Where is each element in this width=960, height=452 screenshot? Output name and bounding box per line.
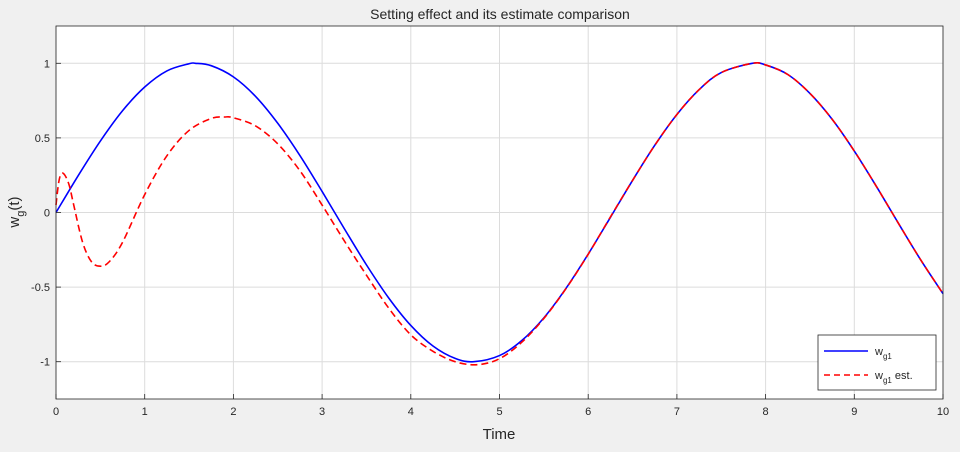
legend-label-1: wg1 est.	[874, 370, 913, 385]
x-tick-label: 8	[763, 406, 769, 418]
y-axis-label: wg(t)	[6, 196, 27, 228]
x-axis-label: Time	[483, 426, 516, 443]
y-tick-label: -0.5	[31, 282, 50, 294]
x-tick-label: 4	[408, 406, 414, 418]
legend: wg1 wg1 est.	[817, 334, 937, 391]
y-axis-label-subscript: g	[15, 211, 27, 217]
x-tick-label: 2	[230, 406, 236, 418]
x-tick-label: 0	[53, 406, 59, 418]
chart-title: Setting effect and its estimate comparis…	[370, 6, 630, 22]
y-axis-label-tail: (t)	[6, 196, 23, 210]
legend-label-1-subscript: g1	[883, 376, 892, 385]
series-group	[55, 61, 944, 366]
y-tick-label: 0.5	[35, 133, 50, 145]
x-tick-label: 6	[585, 406, 591, 418]
x-tick-label: 1	[142, 406, 148, 418]
x-tick-label: 9	[851, 406, 857, 418]
y-tick-label: -1	[40, 357, 50, 369]
x-tick-label: 5	[496, 406, 502, 418]
x-tick-label: 10	[937, 406, 949, 418]
series-line-1	[55, 61, 944, 366]
x-tick-label: 7	[674, 406, 680, 418]
legend-label-0-main: w	[874, 346, 883, 358]
x-tick-label: 3	[319, 406, 325, 418]
y-axis-label-main: w	[6, 217, 23, 229]
y-tick-label: 0	[44, 208, 50, 220]
legend-label-1-tail: est.	[892, 370, 913, 382]
axis-ticks: 0 1 2 3 4 5 6 7 8 9 10 1 0.5 0 -0.5 -1	[31, 58, 949, 418]
legend-label-0-subscript: g1	[883, 352, 892, 361]
legend-box	[817, 334, 937, 391]
legend-label-0: wg1	[874, 346, 892, 361]
legend-label-1-main: w	[874, 370, 883, 382]
y-tick-label: 1	[44, 58, 50, 70]
